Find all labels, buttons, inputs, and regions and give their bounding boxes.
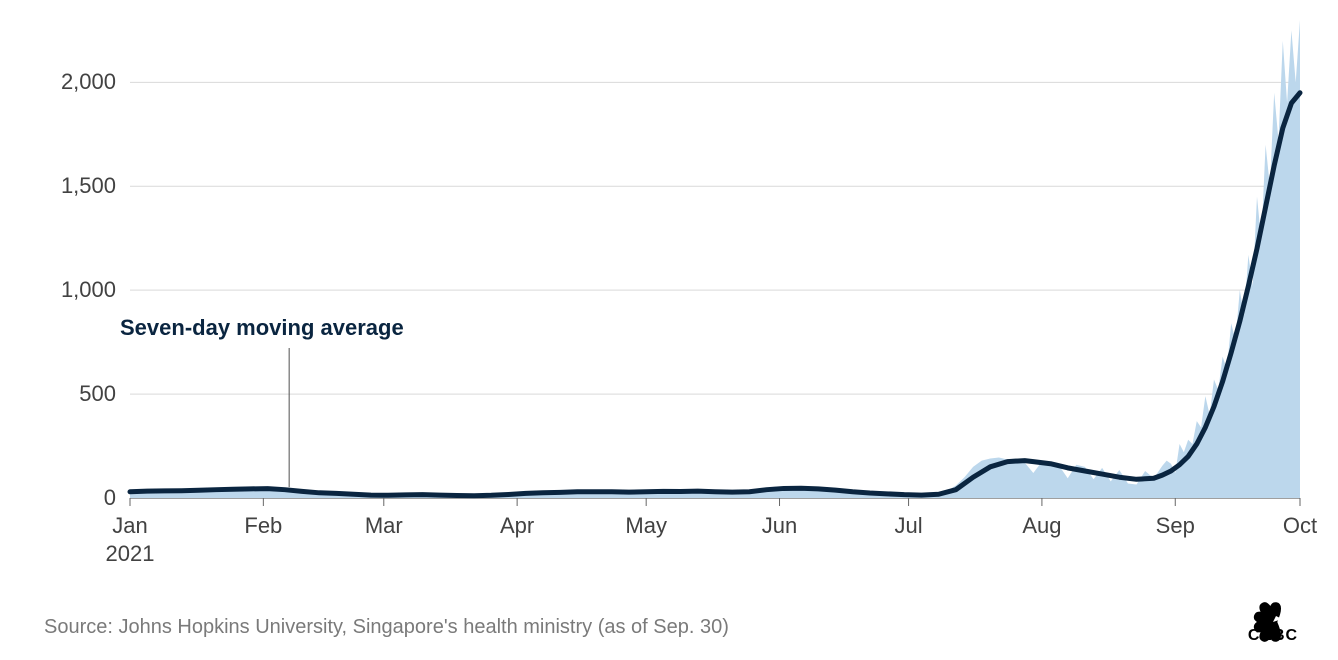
x-tick-label: Apr bbox=[500, 512, 534, 540]
x-tick-label: Sep bbox=[1156, 512, 1195, 540]
x-tick-label: Jul bbox=[895, 512, 923, 540]
y-tick-label: 2,000 bbox=[61, 69, 116, 95]
line-annotation-label: Seven-day moving average bbox=[120, 315, 404, 341]
x-tick-label: Oct bbox=[1283, 512, 1317, 540]
x-tick-label: Aug bbox=[1022, 512, 1061, 540]
x-tick-label: Mar bbox=[365, 512, 403, 540]
x-tick-label: Jun bbox=[762, 512, 797, 540]
y-tick-label: 1,500 bbox=[61, 173, 116, 199]
source-attribution: Source: Johns Hopkins University, Singap… bbox=[44, 616, 729, 639]
x-tick-label: May bbox=[625, 512, 667, 540]
covid-cases-chart: 0 500 1,000 1,500 2,000 Jan 2021 Feb Mar Apr May… bbox=[0, 0, 1338, 660]
cnbc-logo: CNBC bbox=[1232, 588, 1314, 644]
y-tick-label: 500 bbox=[79, 381, 116, 407]
y-tick-label: 1,000 bbox=[61, 277, 116, 303]
y-tick-label: 0 bbox=[104, 485, 116, 511]
svg-text:CNBC: CNBC bbox=[1248, 627, 1298, 644]
x-tick-label: Jan 2021 bbox=[106, 512, 155, 568]
x-tick-label: Feb bbox=[244, 512, 282, 540]
